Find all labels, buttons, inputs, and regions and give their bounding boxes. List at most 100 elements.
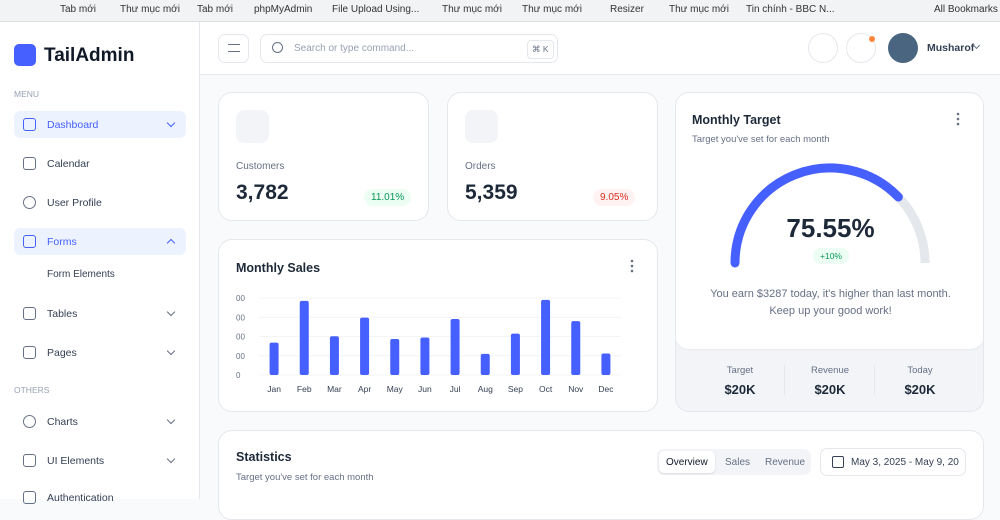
nav-item[interactable]: User Profile [47,197,102,209]
bar [360,317,370,375]
y-tick-label: 00 [236,294,245,303]
card-title: Monthly Sales [236,261,321,275]
nav-item[interactable]: Forms [47,236,77,248]
y-tick-label: 0 [236,371,241,380]
metric-label: Customers [236,161,285,172]
bookmark[interactable]: Resizer [610,4,644,15]
card-title: Monthly Target [692,113,781,127]
bookmark[interactable]: Tin chính - BBC N... [746,4,835,15]
bar [571,321,581,375]
user-name[interactable]: Musharof [927,42,975,54]
avatar[interactable] [888,33,918,63]
bar [299,300,309,375]
metric-label: Orders [465,161,496,172]
bookmark[interactable]: Thư mục mới [442,4,502,15]
metric-change: 11.01% [364,189,412,206]
tab[interactable]: Revenue [765,457,806,468]
y-tick-label: 00 [236,352,245,361]
bar [420,337,430,375]
icon [23,307,36,320]
metric-value: 5,359 [465,181,518,204]
tab[interactable]: Sales [725,457,751,468]
tabs: Overview Sales Revenue [657,449,811,475]
gauge [730,112,960,268]
bookmark[interactable]: Tab mới [197,4,234,15]
theme-toggle[interactable] [808,33,838,63]
notifications[interactable] [846,33,876,63]
bookmark[interactable]: All Bookmarks [934,4,998,15]
metric-value: 3,782 [236,181,289,204]
icon [23,118,36,131]
bookmark[interactable]: Thư mục mới [669,4,729,15]
search-placeholder: Search or type command... [294,43,415,54]
menu-dot [956,112,960,116]
x-tick-label: Aug [478,384,493,394]
stat-value: $20K [904,382,936,397]
x-tick-label: May [387,384,404,394]
header: Search or type command... ⌘ K Musharof [200,22,1000,75]
x-tick-label: Jul [450,384,461,394]
icon [23,196,36,209]
nav-item[interactable]: Calendar [47,158,90,170]
bar [390,339,400,375]
x-tick-label: Oct [539,384,553,394]
bar [480,353,490,375]
active-bg [14,111,186,138]
icon [23,157,36,170]
divider [874,365,875,395]
stat-value: $20K [814,382,846,397]
icon [228,44,240,52]
metric-card: Orders 5,359 9.05% [447,92,658,221]
search-box[interactable]: Search or type command... ⌘ K [260,34,558,63]
stat-label: Revenue [810,365,850,376]
gauge-badge: +10% [813,248,849,264]
nav-item[interactable]: Tables [47,308,78,320]
x-tick-label: Mar [327,384,342,394]
bookmarks-bar: Tab mới Thư mục mới Tab mới phpMyAdmin F… [0,0,1000,22]
bookmark[interactable]: Thư mục mới [522,4,582,15]
icon [23,415,36,428]
bookmark[interactable]: Thư mục mới [120,4,180,15]
nav-item[interactable]: Charts [47,416,78,428]
nav-item[interactable]: Pages [47,347,77,359]
menu-dot [956,122,960,126]
bookmark[interactable]: File Upload Using... [332,4,420,15]
x-tick-label: Jun [418,384,432,394]
divider [784,365,785,395]
bookmark[interactable]: Tab mới [60,4,97,15]
target-card: Monthly Target Target you've set for eac… [675,92,984,412]
bar [269,342,279,375]
stat-value: $20K [724,382,756,397]
x-tick-label: Jan [267,384,281,394]
menu-dot [630,264,634,268]
icon [23,346,36,359]
icon [236,110,269,143]
y-tick-label: 00 [236,313,245,322]
gauge-progress [730,163,903,268]
date-picker[interactable]: May 3, 2025 - May 9, 20 [820,448,966,476]
icon [832,456,844,468]
nav-subitem[interactable]: Form Elements [47,269,115,280]
x-tick-label: Nov [568,384,584,394]
nav-item[interactable]: Authentication [47,492,114,504]
card-subtitle: Target you've set for each month [692,134,830,145]
bar [329,336,339,375]
brand: TailAdmin [44,45,135,66]
nav-item[interactable]: Dashboard [47,119,99,131]
x-tick-label: Dec [598,384,614,394]
bookmark[interactable]: phpMyAdmin [254,4,313,15]
logo-icon [14,44,36,66]
bar [601,353,611,375]
y-tick-label: 00 [236,333,245,342]
date-range: May 3, 2025 - May 9, 20 [851,457,959,468]
icon [272,42,283,53]
menu-heading: MENU [14,89,40,99]
icon [23,491,36,504]
tab[interactable]: Overview [666,457,708,468]
nav-item[interactable]: UI Elements [47,455,105,467]
stat-label: Target [726,365,754,376]
bar [510,333,520,375]
menu-toggle[interactable] [218,34,249,63]
gauge-value: 75.55% [786,213,875,243]
